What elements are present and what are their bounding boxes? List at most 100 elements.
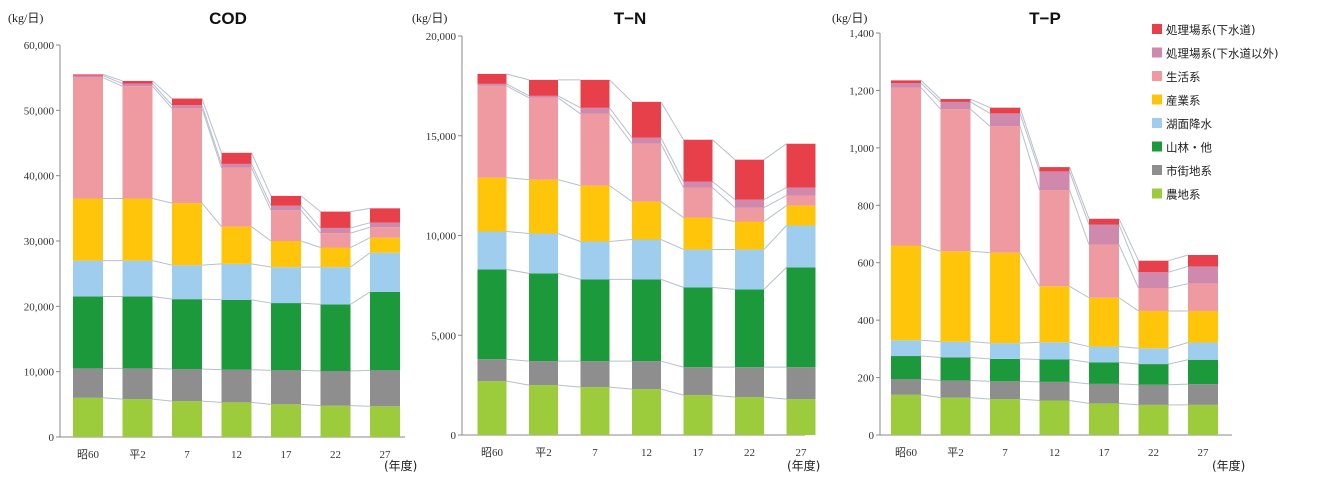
tp-x-tick-label: 12: [1049, 447, 1060, 459]
tn-bar-industrial: [477, 177, 507, 232]
cod-x-tick-label: 17: [281, 449, 293, 461]
cod-bar-urban_land: [370, 370, 400, 407]
tn-connector-line: [506, 268, 530, 274]
cod-bar-forest_other: [122, 296, 153, 369]
cod-bar-farmland: [172, 401, 202, 437]
legend-label-urban_land: 市街地系: [1166, 164, 1212, 178]
tp-bar-forest_other: [1039, 359, 1070, 382]
cod-y-tick-label: 0: [49, 432, 55, 444]
tn-connector-line: [660, 143, 684, 188]
cod-y-tick-label: 40,000: [24, 171, 55, 183]
tn-bar-sewage_treatment: [477, 73, 507, 84]
tn-bar-treatment_non_sewage: [786, 187, 816, 196]
tp-connector-line: [1019, 126, 1040, 191]
tp-connector-line: [1168, 254, 1189, 262]
cod-bar-treatment_non_sewage: [370, 222, 400, 228]
tp-connector-line: [970, 356, 991, 360]
tn-bar-urban_land: [529, 361, 558, 386]
cod-x-tick-label: 22: [330, 449, 341, 461]
tp-connector-lines: [920, 80, 1189, 406]
tp-bar-forest_other: [990, 358, 1020, 382]
tn-x-tick-label: 12: [641, 447, 652, 459]
cod-connector-line: [300, 403, 321, 407]
tp-y-unit: (kg/日): [832, 11, 867, 25]
tp-bar-domestic: [1188, 283, 1218, 311]
legend-swatch-forest_other: [1152, 141, 1162, 152]
cod-connector-line: [251, 167, 272, 211]
tp-connector-line: [920, 80, 941, 100]
tn-bar-treatment_non_sewage: [477, 83, 507, 86]
tp-x-tick-label: 22: [1148, 447, 1159, 459]
cod-bar-domestic: [271, 210, 301, 241]
cod-connector-line: [201, 202, 222, 227]
tp-y-tick-label: 1,200: [849, 85, 874, 97]
tp-bar-farmland: [940, 397, 971, 435]
tp-connector-line: [1019, 341, 1040, 344]
tp-bar-lake_rainfall: [1039, 342, 1070, 360]
tn-bar-forest_other: [632, 279, 661, 362]
legend-swatch-lake_rainfall: [1152, 118, 1162, 128]
cod-bar-treatment_non_sewage: [122, 83, 153, 87]
cod-bar-treatment_non_sewage: [271, 205, 301, 211]
tp-bar-treatment_non_sewage: [990, 113, 1020, 127]
tp-connector-line: [970, 98, 991, 109]
tp-bar-lake_rainfall: [1089, 346, 1119, 363]
tn-connector-line: [660, 360, 684, 368]
tp-connector-line: [1118, 244, 1139, 289]
tp-bar-farmland: [1089, 403, 1119, 435]
tn-connector-line: [763, 195, 787, 209]
cod-bar-domestic: [370, 227, 400, 238]
tn-bar-domestic: [735, 207, 764, 222]
tn-x-tick-label: 22: [744, 447, 755, 459]
legend-swatch-domestic: [1152, 71, 1162, 81]
legend-swatch-industrial: [1152, 94, 1162, 105]
tp-connector-line: [1019, 113, 1040, 172]
cod-bar-farmland: [370, 406, 400, 437]
tp-connector-line: [1019, 358, 1040, 360]
cod-bar-sewage_treatment: [271, 195, 301, 206]
tn-bar-industrial: [580, 185, 610, 242]
cod-bar-urban_land: [271, 370, 301, 405]
tp-y-tick-label: 0: [869, 430, 875, 442]
tp-bar-industrial: [1188, 310, 1218, 343]
tp-connector-line: [920, 355, 941, 358]
cod-bar-treatment_non_sewage: [73, 75, 103, 78]
cod-y-tick-label: 50,000: [24, 105, 55, 117]
tp-bar-sewage_treatment: [1039, 167, 1070, 172]
cod-bar-sewage_treatment: [172, 98, 202, 106]
legend-label-treatment_non_sewage: 処理場系(下水道以外): [1166, 47, 1278, 61]
tp-y-tick-label: 1,400: [849, 28, 874, 40]
tn-connector-line: [712, 181, 736, 200]
tn-connector-line: [506, 358, 530, 362]
tn-bar-forest_other: [735, 289, 764, 368]
tp-y-tick-label: 800: [858, 200, 875, 212]
tn-connector-line: [763, 267, 787, 290]
tp-connector-line: [1118, 383, 1139, 386]
cod-bar-industrial: [271, 241, 301, 268]
tn-bar-domestic: [683, 187, 713, 218]
tn-bar-farmland: [735, 397, 764, 435]
cod-connector-line: [152, 80, 173, 99]
cod-bar-farmland: [320, 405, 351, 437]
cod-bar-lake_rainfall: [370, 252, 400, 292]
tp-connector-line: [1069, 400, 1090, 404]
tn-connector-line: [557, 233, 581, 242]
tp-y-tick-label: 400: [858, 315, 875, 327]
legend-label-industrial: 産業系: [1166, 94, 1201, 108]
tn-connector-line: [557, 272, 581, 280]
cod-connector-line: [201, 368, 222, 371]
tn-connector-line: [506, 231, 530, 235]
tn-y-tick-label: 15,000: [426, 131, 457, 143]
tp-bar-sewage_treatment: [1188, 254, 1218, 267]
tp-x-unit: (年度): [1212, 458, 1245, 473]
tn-connector-line: [557, 97, 581, 115]
tp-bar-treatment_non_sewage: [891, 83, 921, 88]
tn-bar-sewage_treatment: [580, 79, 610, 108]
tp-bar-sewage_treatment: [1089, 218, 1119, 225]
cod-bar-urban_land: [221, 369, 252, 403]
tn-bar-urban_land: [735, 367, 764, 398]
tn-connector-line: [763, 225, 787, 250]
tp-bar-urban_land: [891, 379, 921, 395]
cod-connector-line: [251, 226, 272, 242]
